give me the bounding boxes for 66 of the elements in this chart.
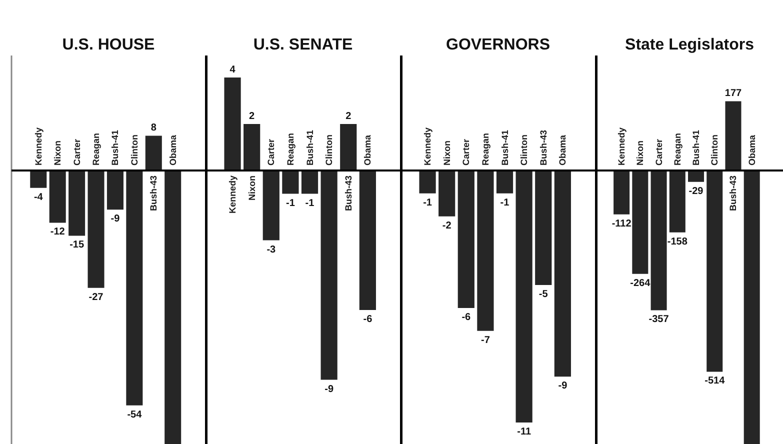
data-label: -9: [324, 384, 334, 395]
data-label: -4: [34, 192, 44, 203]
x-tick-label: Kennedy: [228, 175, 238, 214]
x-tick-label: Carter: [654, 138, 664, 166]
chart-title: GOVERNORS: [446, 36, 550, 54]
chart-title: U.S. SENATE: [253, 36, 353, 54]
x-tick-label: Bush-43: [148, 175, 159, 212]
x-tick-label: Clinton: [324, 134, 334, 166]
x-tick-label: Carter: [72, 138, 82, 166]
data-label: -3: [266, 244, 276, 256]
data-label: -11: [517, 426, 532, 438]
data-label: -9: [110, 214, 120, 225]
x-tick-label: Nixon: [52, 140, 63, 166]
data-label: -1: [423, 197, 432, 208]
data-label: -6: [363, 314, 373, 325]
data-label: -112: [612, 218, 632, 230]
x-tick-label: Bush-41: [110, 130, 120, 166]
data-label: -2: [442, 220, 452, 232]
chart-title: State Legislators: [625, 36, 754, 54]
x-tick-label: Carter: [461, 138, 472, 166]
x-tick-label: Obama: [168, 134, 178, 166]
x-tick-label: Kennedy: [616, 127, 627, 166]
x-tick-label: Reagan: [285, 132, 296, 166]
x-tick-label: Obama: [558, 134, 568, 166]
x-tick-label: Kennedy: [422, 127, 433, 166]
data-label: -1: [286, 198, 296, 209]
x-tick-label: Nixon: [635, 140, 646, 166]
data-label: -15: [70, 240, 84, 251]
x-tick-label: Obama: [746, 134, 757, 166]
data-label: -27: [88, 292, 104, 303]
x-tick-label: Reagan: [672, 132, 682, 166]
x-tick-label: Clinton: [519, 134, 530, 166]
data-label: -7: [481, 334, 490, 346]
x-tick-label: Clinton: [710, 134, 720, 166]
data-label: 8: [150, 122, 157, 134]
data-label: -12: [50, 226, 66, 238]
x-tick-label: Kennedy: [33, 127, 44, 166]
data-label: 2: [249, 111, 256, 122]
data-label: -1: [305, 198, 315, 209]
x-tick-label: Clinton: [129, 134, 140, 166]
x-tick-label: Bush-41: [691, 130, 702, 166]
chart-title: U.S. HOUSE: [62, 36, 156, 54]
data-label: -357: [648, 314, 670, 326]
x-tick-label: Obama: [362, 134, 373, 166]
data-label: -6: [462, 312, 472, 323]
x-tick-label: Bush-41: [304, 130, 315, 166]
data-label: -514: [704, 376, 726, 387]
data-label: 4: [230, 64, 236, 76]
data-label: -54: [127, 409, 142, 420]
data-label: 177: [724, 88, 742, 100]
x-tick-label: Nixon: [442, 140, 452, 166]
data-label: -158: [667, 236, 688, 248]
x-tick-label: Reagan: [91, 132, 102, 166]
data-label: 2: [346, 111, 352, 122]
data-label: -29: [688, 186, 704, 197]
x-tick-label: Nixon: [246, 175, 257, 200]
data-label: -9: [558, 380, 568, 392]
x-tick-label: Bush-43: [728, 175, 738, 212]
x-tick-label: Reagan: [480, 132, 490, 166]
data-label: -5: [538, 289, 548, 300]
x-tick-label: Carter: [266, 138, 276, 166]
x-tick-label: Bush-43: [538, 130, 548, 166]
data-label: -264: [630, 278, 651, 289]
x-tick-label: Bush-43: [343, 175, 354, 212]
x-tick-label: Bush-41: [500, 130, 510, 166]
data-label: -1: [500, 197, 510, 208]
